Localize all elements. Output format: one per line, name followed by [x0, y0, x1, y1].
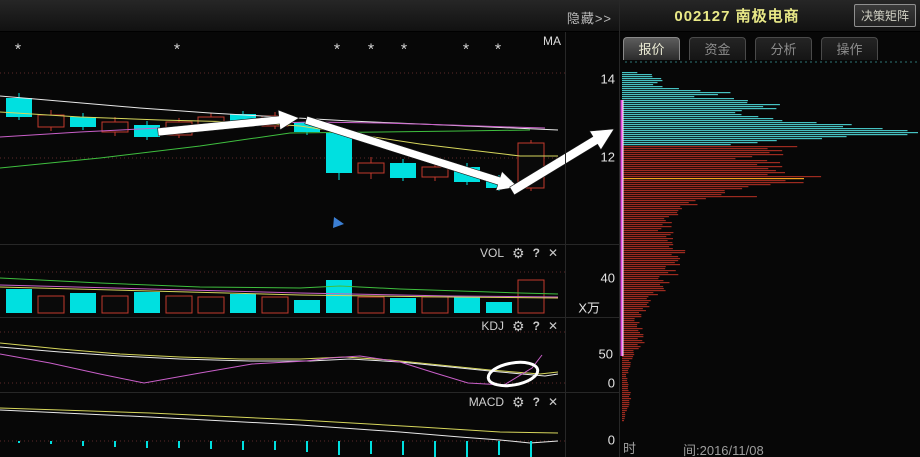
indicator-lines [0, 95, 559, 444]
indicator-label-macd: MACD [468, 395, 505, 409]
drawn-arrow [304, 115, 519, 191]
decision-matrix-button[interactable]: 决策矩阵 [853, 4, 916, 27]
panel-header-vol: VOL ⚙? ✕ [480, 245, 558, 261]
ma-indicator-label: MA [543, 34, 561, 48]
tab-funds[interactable]: 资金 [689, 37, 746, 60]
gridlines [0, 61, 918, 442]
axis-label: 14 [600, 71, 615, 87]
signal-asterisk: * [462, 41, 470, 59]
close-icon[interactable]: ✕ [547, 246, 558, 260]
axis-label: 0 [607, 375, 615, 391]
indicator-label-vol: VOL [480, 246, 505, 260]
drawn-circle [486, 360, 540, 388]
settings-gear-icon[interactable]: ⚙ [512, 244, 525, 261]
footer-date-label: 间:2016/11/08 [683, 443, 764, 457]
stock-title: 002127 南极电商 [674, 8, 800, 25]
help-icon[interactable]: ? [532, 319, 540, 333]
hide-panel-button[interactable]: 隐藏>> [566, 11, 612, 26]
help-icon[interactable]: ? [532, 395, 540, 409]
close-icon[interactable]: ✕ [547, 395, 558, 409]
panel-header-kdj: KDJ ⚙? ✕ [481, 318, 558, 334]
divider [0, 244, 619, 245]
indicator-label-kdj: KDJ [481, 319, 505, 333]
divider [619, 0, 620, 457]
left-toolbar: 隐藏>> [0, 0, 619, 32]
axis-label: 0 [607, 432, 615, 448]
blue-marker [333, 217, 344, 228]
macd-histogram [18, 441, 532, 457]
close-icon[interactable]: ✕ [547, 319, 558, 333]
candles-group [6, 93, 545, 191]
footer-time-label: 时 [623, 441, 637, 456]
axis-label: 40 [600, 270, 615, 286]
signal-asterisk: * [494, 41, 502, 59]
right-panel-tabs: 报价 资金 分析 操作 [623, 37, 878, 60]
axis-label: X万 [578, 300, 600, 316]
settings-gear-icon[interactable]: ⚙ [512, 317, 525, 334]
annotation-overlay [157, 109, 615, 388]
drawn-arrow [509, 128, 615, 196]
panel-header-macd: MACD ⚙? ✕ [469, 394, 558, 410]
tab-analysis[interactable]: 分析 [755, 37, 812, 60]
signal-asterisk: * [333, 41, 341, 59]
tab-quote[interactable]: 报价 [623, 37, 680, 60]
signal-asterisk: * [173, 41, 181, 59]
divider [0, 317, 619, 318]
drawn-arrow [157, 109, 300, 137]
axis-label: 50 [598, 346, 613, 362]
help-icon[interactable]: ? [532, 246, 540, 260]
tab-operate[interactable]: 操作 [821, 37, 878, 60]
signal-asterisk: * [367, 41, 375, 59]
signal-asterisk: * [400, 41, 408, 59]
settings-gear-icon[interactable]: ⚙ [512, 393, 525, 410]
signal-asterisk: * [14, 41, 22, 59]
axis-label: 12 [600, 149, 615, 165]
divider [0, 392, 619, 393]
right-panel-header: 002127 南极电商 决策矩阵 [620, 0, 920, 32]
volume-profile-group [620, 72, 918, 422]
